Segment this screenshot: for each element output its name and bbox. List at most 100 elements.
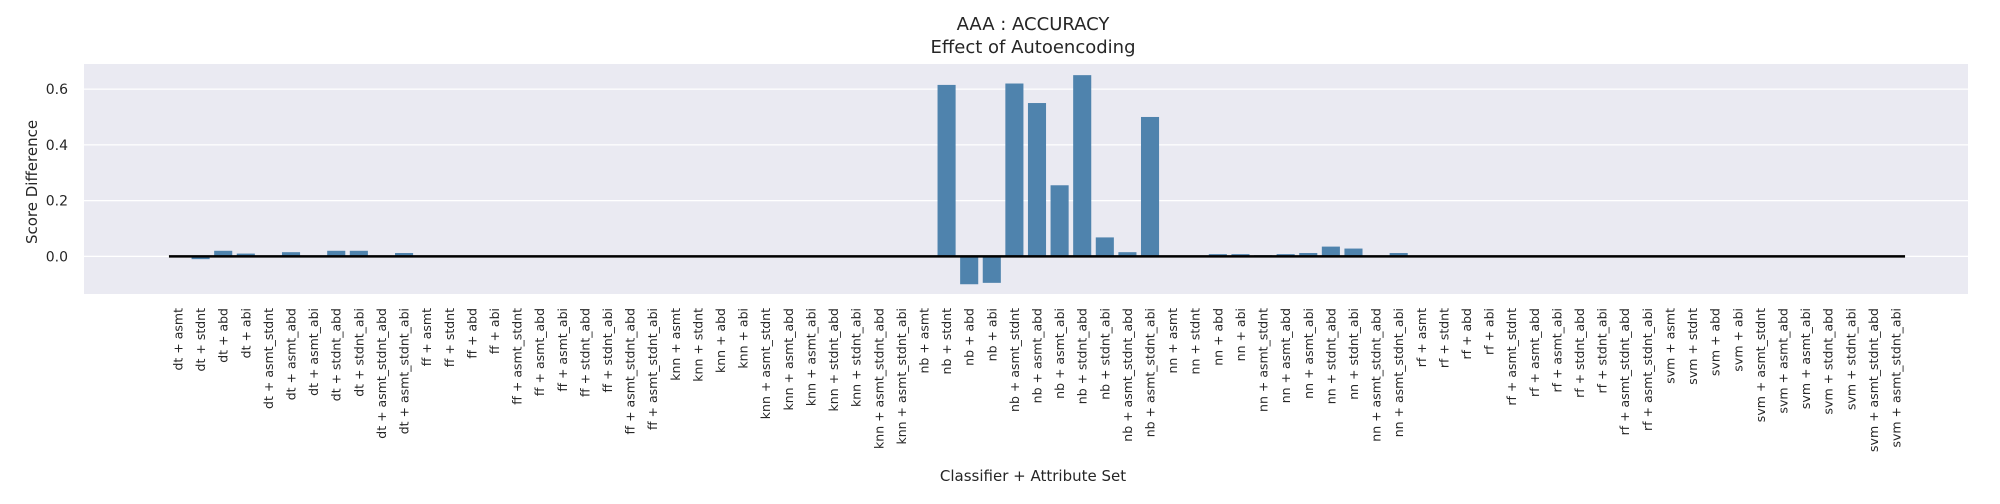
x-tick-label: svm + stdnt_abi xyxy=(1843,308,1858,410)
y-tick-label: 0.4 xyxy=(46,138,68,154)
x-tick-label: nn + asmt_abd xyxy=(1278,308,1293,403)
x-tick-label: nn + asmt xyxy=(1165,308,1180,374)
x-tick-label: ff + stdnt_abd xyxy=(577,308,592,397)
x-tick-label: knn + asmt_stdnt xyxy=(758,308,773,419)
x-tick-label: rf + asmt_stdnt_abi xyxy=(1640,308,1655,431)
bar xyxy=(1118,252,1137,257)
bar xyxy=(214,250,233,257)
x-tick-label: nn + asmt_stdnt xyxy=(1256,308,1271,412)
bar xyxy=(1140,116,1160,257)
bar xyxy=(1050,185,1069,257)
bar xyxy=(395,253,414,257)
x-tick-label: knn + asmt_stdnt_abd xyxy=(871,308,886,449)
x-tick-label: svm + asmt_stdnt xyxy=(1753,308,1768,422)
bar xyxy=(349,250,368,257)
x-tick-label: nb + stdnt xyxy=(939,308,954,375)
x-tick-label: rf + abd xyxy=(1459,308,1474,360)
bar xyxy=(236,253,255,257)
bar xyxy=(327,250,346,257)
x-tick-label: rf + asmt_stdnt_abd xyxy=(1617,308,1632,435)
x-tick-label: svm + abi xyxy=(1730,308,1745,372)
x-tick-label: svm + abd xyxy=(1708,308,1723,376)
x-tick-label: nb + asmt_abi xyxy=(1052,308,1067,399)
x-tick-label: nn + asmt_stdnt_abd xyxy=(1369,308,1384,442)
x-tick-label: ff + asmt xyxy=(419,308,434,366)
x-tick-label: nb + asmt_stdnt_abi xyxy=(1143,308,1158,437)
x-tick-label: nn + stdnt xyxy=(1188,308,1203,375)
x-tick-label: knn + stdnt_abi xyxy=(849,308,864,407)
x-tick-label: ff + asmt_abi xyxy=(555,308,570,392)
y-axis-label: Score Difference xyxy=(23,120,41,244)
x-tick-label: ff + asmt_stdnt_abd xyxy=(623,308,638,434)
bar xyxy=(1299,253,1318,257)
x-tick-label: rf + asmt_stdnt xyxy=(1504,308,1519,406)
x-tick-label: nb + asmt_stdnt xyxy=(1007,308,1022,412)
bar xyxy=(937,84,956,257)
chart-subtitle: Effect of Autoencoding xyxy=(930,37,1135,58)
x-tick-label: dt + stdnt xyxy=(193,308,208,372)
bar xyxy=(281,252,301,257)
bar xyxy=(1095,237,1114,257)
bar xyxy=(1344,248,1363,257)
x-tick-label: knn + asmt_abd xyxy=(781,308,796,411)
x-tick-label: svm + stdnt xyxy=(1685,308,1700,385)
x-tick-label: ff + abd xyxy=(464,308,479,359)
x-tick-label: dt + asmt_stdnt_abd xyxy=(374,308,389,439)
x-axis-label: Classifier + Attribute Set xyxy=(940,467,1126,485)
x-tick-label: rf + asmt_abi xyxy=(1549,308,1564,393)
x-tick-label: dt + abd xyxy=(216,308,231,363)
x-tick-label: dt + asmt_stdnt_abi xyxy=(397,308,412,434)
x-tick-label: knn + asmt xyxy=(668,308,683,381)
x-tick-label: nb + abd xyxy=(962,308,977,366)
x-tick-label: ff + asmt_stdnt xyxy=(510,308,525,405)
x-tick-label: knn + abd xyxy=(713,308,728,373)
bar xyxy=(1027,103,1047,257)
x-tick-label: ff + stdnt_abi xyxy=(600,308,615,393)
x-tick-label: svm + stdnt_abd xyxy=(1821,308,1836,414)
x-tick-label: rf + stdnt_abd xyxy=(1572,308,1587,398)
bar xyxy=(1073,75,1092,257)
x-tick-label: nb + abi xyxy=(984,308,999,361)
x-tick-label: knn + asmt_abi xyxy=(803,308,818,406)
x-tick-label: nn + asmt_abi xyxy=(1301,308,1316,399)
bar xyxy=(191,256,210,260)
bar xyxy=(1005,83,1024,257)
y-tick-label: 0.0 xyxy=(46,249,68,265)
bar xyxy=(1389,253,1408,257)
y-tick-label: 0.2 xyxy=(46,194,68,210)
plot-area xyxy=(84,64,1968,294)
x-tick-label: nn + stdnt_abi xyxy=(1346,308,1361,400)
x-tick-label: svm + asmt_abd xyxy=(1775,308,1790,414)
x-tick-label: nb + asmt xyxy=(916,308,931,374)
bar xyxy=(960,256,979,285)
x-tick-label: dt + asmt xyxy=(171,308,186,371)
y-tick-label: 0.6 xyxy=(46,82,68,98)
x-tick-label: knn + stdnt xyxy=(690,308,705,382)
x-tick-label: dt + stdnt_abi xyxy=(351,308,366,397)
x-tick-label: nn + stdnt_abd xyxy=(1323,308,1338,404)
x-tick-label: nb + asmt_stdnt_abd xyxy=(1120,308,1135,442)
chart-title: AAA : ACCURACY xyxy=(957,14,1111,35)
x-tick-label: knn + asmt_stdnt_abi xyxy=(894,308,909,445)
x-tick-label: svm + asmt xyxy=(1662,308,1677,384)
x-tick-label: nn + abi xyxy=(1233,308,1248,361)
x-tick-label: ff + stdnt xyxy=(442,308,457,367)
x-tick-label: svm + asmt_stdnt_abi xyxy=(1889,308,1904,448)
bar xyxy=(982,256,1001,283)
x-tick-label: rf + asmt xyxy=(1414,308,1429,367)
x-tick-label: nn + asmt_stdnt_abi xyxy=(1391,308,1406,437)
x-tick-label: dt + asmt_abd xyxy=(284,308,299,400)
x-tick-label: nb + stdnt_abd xyxy=(1075,308,1090,404)
x-tick-label: knn + stdnt_abd xyxy=(826,308,841,411)
x-tick-label: knn + abi xyxy=(736,308,751,369)
x-tick-label: ff + asmt_stdnt_abi xyxy=(645,308,660,430)
x-tick-label: dt + abi xyxy=(238,308,253,358)
x-tick-label: rf + stdnt xyxy=(1436,308,1451,368)
x-tick-label: dt + asmt_abi xyxy=(306,308,321,396)
x-tick-label: rf + abi xyxy=(1482,308,1497,355)
x-tick-label: nb + asmt_abd xyxy=(1030,308,1045,403)
bar xyxy=(1321,246,1340,257)
x-tick-label: nb + stdnt_abi xyxy=(1097,308,1112,400)
